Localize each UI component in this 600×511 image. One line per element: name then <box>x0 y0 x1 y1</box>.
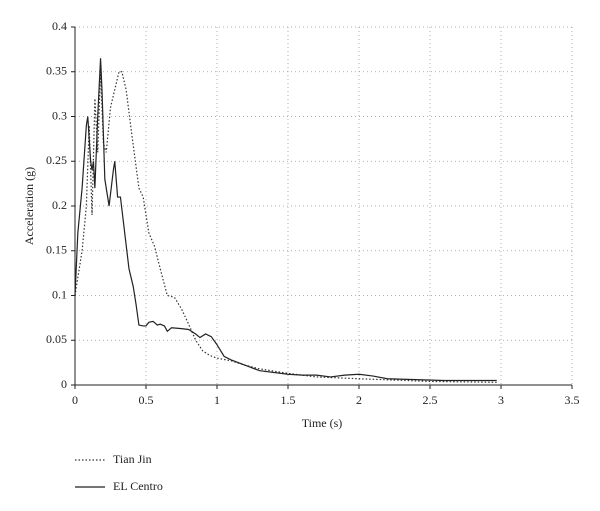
y-tick-label: 0.25 <box>46 153 67 167</box>
y-axis-label: Acceleration (g) <box>22 167 36 245</box>
x-tick-label: 0 <box>72 393 78 407</box>
x-tick-label: 3.5 <box>565 393 580 407</box>
y-tick-label: 0.05 <box>46 332 67 346</box>
x-tick-label: 0.5 <box>139 393 154 407</box>
y-tick-label: 0.2 <box>52 198 67 212</box>
series-line <box>74 71 497 383</box>
x-tick-label: 3 <box>498 393 504 407</box>
x-tick-label: 1.5 <box>281 393 296 407</box>
x-tick-label: 2.5 <box>423 393 438 407</box>
legend-label: EL Centro <box>113 479 163 493</box>
y-tick-label: 0 <box>61 377 67 391</box>
y-tick-label: 0.1 <box>52 287 67 301</box>
y-tick-label: 0.4 <box>52 19 67 33</box>
x-axis-label: Time (s) <box>302 416 343 430</box>
y-tick-label: 0.35 <box>46 64 67 78</box>
y-tick-label: 0.3 <box>52 108 67 122</box>
legend-label: Tian Jin <box>113 452 152 466</box>
x-tick-label: 1 <box>214 393 220 407</box>
series-line <box>74 58 497 382</box>
x-tick-label: 2 <box>356 393 362 407</box>
y-tick-label: 0.15 <box>46 243 67 257</box>
